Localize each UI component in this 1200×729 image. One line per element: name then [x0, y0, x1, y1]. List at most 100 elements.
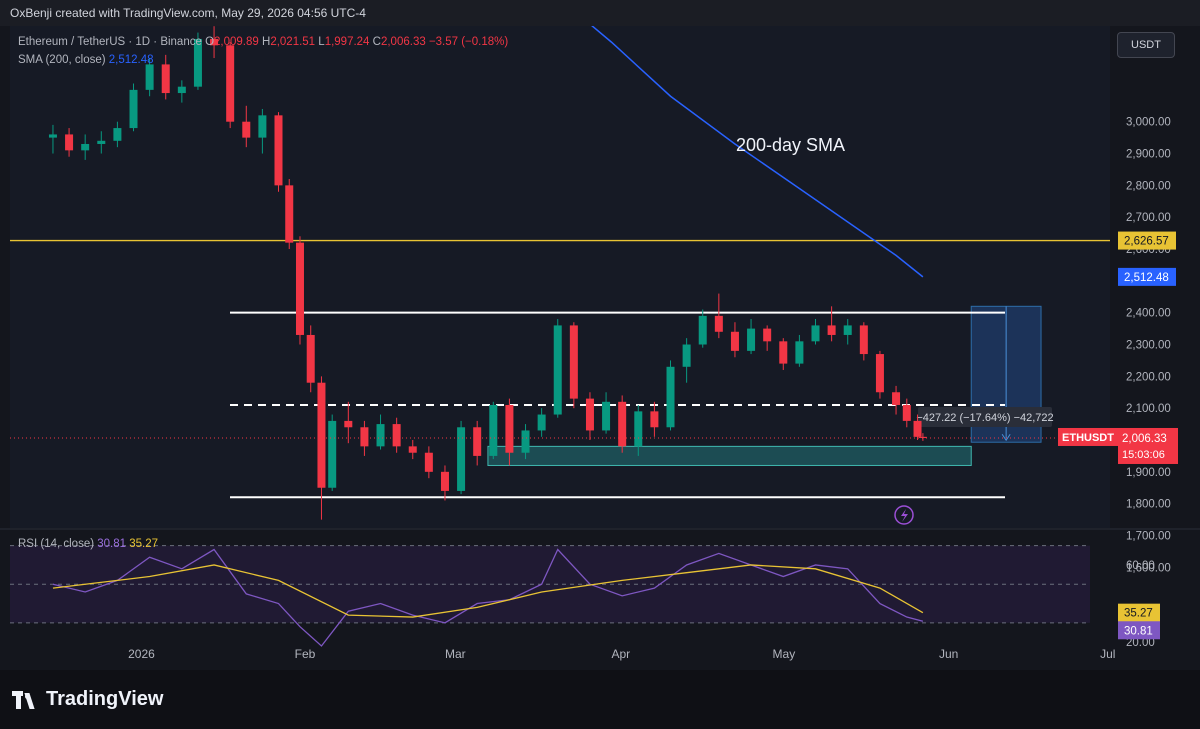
candle	[473, 427, 482, 456]
measure-arrow-head	[1001, 433, 1011, 442]
candle	[875, 354, 884, 393]
candle	[424, 452, 433, 472]
resistance-price-label: 2,626.57	[1124, 236, 1169, 248]
symbol-tag: ETHUSDT	[1062, 432, 1114, 444]
time-axis-label: Feb	[295, 647, 316, 661]
candle	[585, 398, 594, 431]
candle	[457, 427, 466, 491]
candle	[827, 325, 836, 335]
sma-price-label: 2,512.48	[1124, 272, 1169, 284]
rsi-legend: RSI (14, close) 30.81 35.27	[18, 538, 158, 550]
rsi-axis-label: 60.00	[1126, 560, 1155, 572]
price-axis-label: 2,300.00	[1126, 340, 1171, 352]
sma-label: SMA (200, close)	[18, 54, 106, 66]
price-axis-label: 1,800.00	[1126, 499, 1171, 511]
candle	[537, 414, 546, 431]
tradingview-logo: TradingView	[12, 688, 163, 711]
rsi-value: 30.81	[97, 538, 127, 550]
price-axis-label: 2,200.00	[1126, 371, 1171, 383]
candle	[779, 341, 788, 364]
candle	[569, 325, 578, 399]
candle	[763, 328, 772, 342]
footer-bar	[0, 670, 1200, 729]
currency-button[interactable]: USDT	[1117, 32, 1175, 58]
candle	[714, 315, 723, 332]
candle	[376, 424, 385, 447]
candle	[795, 341, 804, 364]
rsi-line	[52, 548, 924, 647]
rsi-axis-label: 20.00	[1126, 637, 1155, 649]
time-axis-label: Jun	[939, 647, 958, 661]
rsi-value-box	[1118, 621, 1160, 640]
candle	[210, 38, 219, 46]
candle	[918, 436, 927, 438]
candle	[618, 401, 627, 447]
legend-close: 2,006.33	[380, 36, 426, 48]
time-axis-label: May	[773, 647, 796, 661]
candle	[317, 382, 326, 488]
candle	[285, 185, 294, 243]
legend-high: 2,021.51	[270, 36, 316, 48]
candle	[113, 128, 122, 141]
candle	[408, 446, 417, 453]
candle	[811, 325, 820, 342]
rsi-label: RSI (14, close)	[18, 538, 95, 550]
price-axis-label: 2,700.00	[1126, 212, 1171, 224]
measure-label: −427.22 (−17.64%) −42,722	[916, 412, 1053, 424]
time-axis-label: Jul	[1100, 647, 1115, 661]
price-axis-label: 1,600.00	[1126, 562, 1171, 574]
candle	[97, 140, 106, 144]
candle	[698, 315, 707, 345]
legend-change: −3.57 (−0.18%)	[428, 36, 509, 48]
candle	[274, 115, 283, 186]
price-axis-label: 2,400.00	[1126, 308, 1171, 320]
candle	[258, 115, 267, 138]
symbol-tag-box	[1058, 427, 1118, 446]
header-text: OxBenji created with TradingView.com, Ma…	[10, 6, 366, 20]
resistance-price-box	[1118, 231, 1176, 250]
legend-low: 1,997.24	[324, 36, 370, 48]
candle	[360, 427, 369, 447]
price-legend: Ethereum / TetherUS · 1D · Binance O2,00…	[18, 36, 509, 48]
candle	[859, 325, 868, 355]
candle	[505, 404, 514, 453]
candle	[328, 420, 337, 488]
candle	[730, 331, 739, 351]
header-bar: OxBenji created with TradingView.com, Ma…	[0, 0, 1200, 26]
sma-legend: SMA (200, close) 2,512.48	[18, 54, 154, 66]
chart-canvas[interactable]: 2026 Feb Mar Apr May Jun Jul −427.22 (−17.64%) …	[0, 26, 1200, 670]
candle	[161, 64, 170, 94]
candle	[48, 134, 57, 138]
rsi-value-box-label: 30.81	[1124, 625, 1153, 637]
price-axis-label: 2,100.00	[1126, 403, 1171, 415]
candle	[242, 121, 251, 138]
candle	[913, 420, 922, 437]
time-axis-label: Mar	[445, 647, 466, 661]
candle	[602, 401, 611, 431]
legend-open: 2,009.89	[214, 36, 259, 48]
price-axis-label: 1,700.00	[1126, 530, 1171, 542]
tradingview-brand: TradingView	[46, 688, 164, 710]
candle	[489, 404, 498, 456]
alert-icon	[894, 505, 914, 525]
measure-label-box	[918, 407, 1052, 427]
candle	[65, 134, 74, 151]
price-axis-label: 1,900.00	[1126, 467, 1171, 479]
candle	[892, 392, 901, 405]
sma-200-line	[591, 26, 924, 278]
price-pane	[10, 26, 1110, 528]
price-axis-label: 2,800.00	[1126, 180, 1171, 192]
rsi-ma-box	[1118, 603, 1160, 622]
candle	[177, 86, 186, 94]
price-axis-label: 2,900.00	[1126, 149, 1171, 161]
candle	[193, 38, 202, 87]
time-axis-label: Apr	[611, 647, 630, 661]
candle	[145, 64, 154, 90]
legend-symbol: Ethereum / TetherUS · 1D · Binance	[18, 36, 202, 48]
lightning-icon	[901, 509, 908, 522]
rsi-ma-box-label: 35.27	[1124, 608, 1153, 620]
candle	[344, 420, 353, 428]
candle	[521, 430, 530, 453]
candle	[440, 471, 449, 491]
candle	[634, 411, 643, 447]
